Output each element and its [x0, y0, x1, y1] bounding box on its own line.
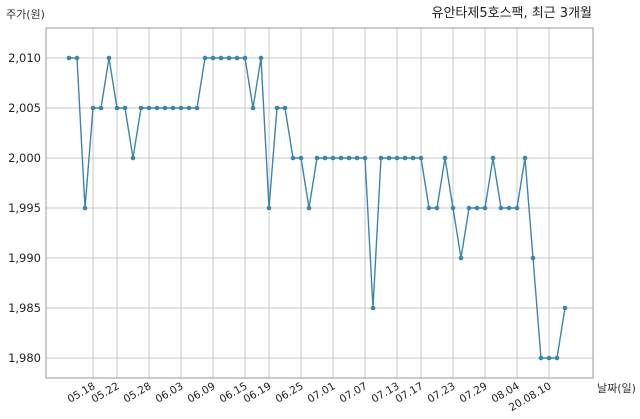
x-tick-label: 05.28 [121, 380, 153, 405]
data-point [322, 155, 328, 161]
data-point [266, 205, 272, 211]
data-point [434, 205, 440, 211]
data-point [146, 105, 152, 111]
data-point [466, 205, 472, 211]
data-point [298, 155, 304, 161]
data-point [170, 105, 176, 111]
y-tick-label: 2,000 [8, 151, 41, 165]
data-point [458, 255, 464, 261]
data-point [186, 105, 192, 111]
data-point [402, 155, 408, 161]
data-point [386, 155, 392, 161]
data-point [562, 305, 568, 311]
data-point [354, 155, 360, 161]
data-point [234, 55, 240, 61]
data-point [98, 105, 104, 111]
data-point [498, 205, 504, 211]
data-point [290, 155, 296, 161]
data-point [314, 155, 320, 161]
data-point [546, 355, 552, 361]
data-point [490, 155, 496, 161]
data-point [138, 105, 144, 111]
data-point [378, 155, 384, 161]
data-point [106, 55, 112, 61]
data-point [338, 155, 344, 161]
y-axis-ticks: 1,980 1,985 1,990 1,995 2,000 2,005 2,010 [8, 51, 41, 365]
data-point [538, 355, 544, 361]
x-tick-label: 07.01 [305, 380, 337, 405]
y-tick-label: 1,985 [8, 301, 41, 315]
data-point [370, 305, 376, 311]
y-tick-label: 2,005 [8, 101, 41, 115]
data-point [122, 105, 128, 111]
data-point [282, 105, 288, 111]
x-axis-label: 날짜(일) [597, 381, 636, 395]
data-point [74, 55, 80, 61]
data-point [346, 155, 352, 161]
x-tick-label: 07.07 [337, 380, 369, 405]
y-tick-label: 2,010 [8, 51, 41, 65]
data-point [82, 205, 88, 211]
data-point [194, 105, 200, 111]
data-point [306, 205, 312, 211]
y-tick-label: 1,995 [8, 201, 41, 215]
data-point [250, 105, 256, 111]
data-point [226, 55, 232, 61]
data-point [410, 155, 416, 161]
data-point [178, 105, 184, 111]
x-tick-label: 07.23 [425, 380, 457, 405]
x-tick-label: 06.03 [153, 380, 185, 405]
data-point [242, 55, 248, 61]
data-point [130, 155, 136, 161]
x-tick-label: 07.17 [393, 380, 425, 405]
data-point [394, 155, 400, 161]
plot-frame [45, 27, 594, 379]
data-point [66, 55, 72, 61]
data-point [362, 155, 368, 161]
x-tick-label: 06.19 [241, 380, 273, 405]
data-point [482, 205, 488, 211]
x-tick-label: 07.29 [457, 380, 489, 405]
data-point [114, 105, 120, 111]
x-tick-label: 06.09 [185, 380, 217, 405]
y-tick-label: 1,990 [8, 251, 41, 265]
data-point [202, 55, 208, 61]
data-point [274, 105, 280, 111]
y-tick-label: 1,980 [8, 351, 41, 365]
data-point [154, 105, 160, 111]
data-point [442, 155, 448, 161]
data-points [66, 55, 568, 361]
data-point [162, 105, 168, 111]
data-point [514, 205, 520, 211]
data-point [426, 205, 432, 211]
chart-title: 유안타제5호스팩, 최근 3개월 [432, 6, 593, 21]
data-point [506, 205, 512, 211]
grid [46, 28, 593, 378]
data-point [258, 55, 264, 61]
data-point [418, 155, 424, 161]
data-point [522, 155, 528, 161]
data-point [218, 55, 224, 61]
data-point [530, 255, 536, 261]
data-point [554, 355, 560, 361]
x-tick-label: 06.25 [273, 380, 305, 405]
y-axis-label: 주가(원) [6, 8, 45, 21]
x-tick-label: 05.22 [89, 380, 121, 405]
data-point [474, 205, 480, 211]
data-point [330, 155, 336, 161]
data-point [90, 105, 96, 111]
data-point [450, 205, 456, 211]
data-point [210, 55, 216, 61]
